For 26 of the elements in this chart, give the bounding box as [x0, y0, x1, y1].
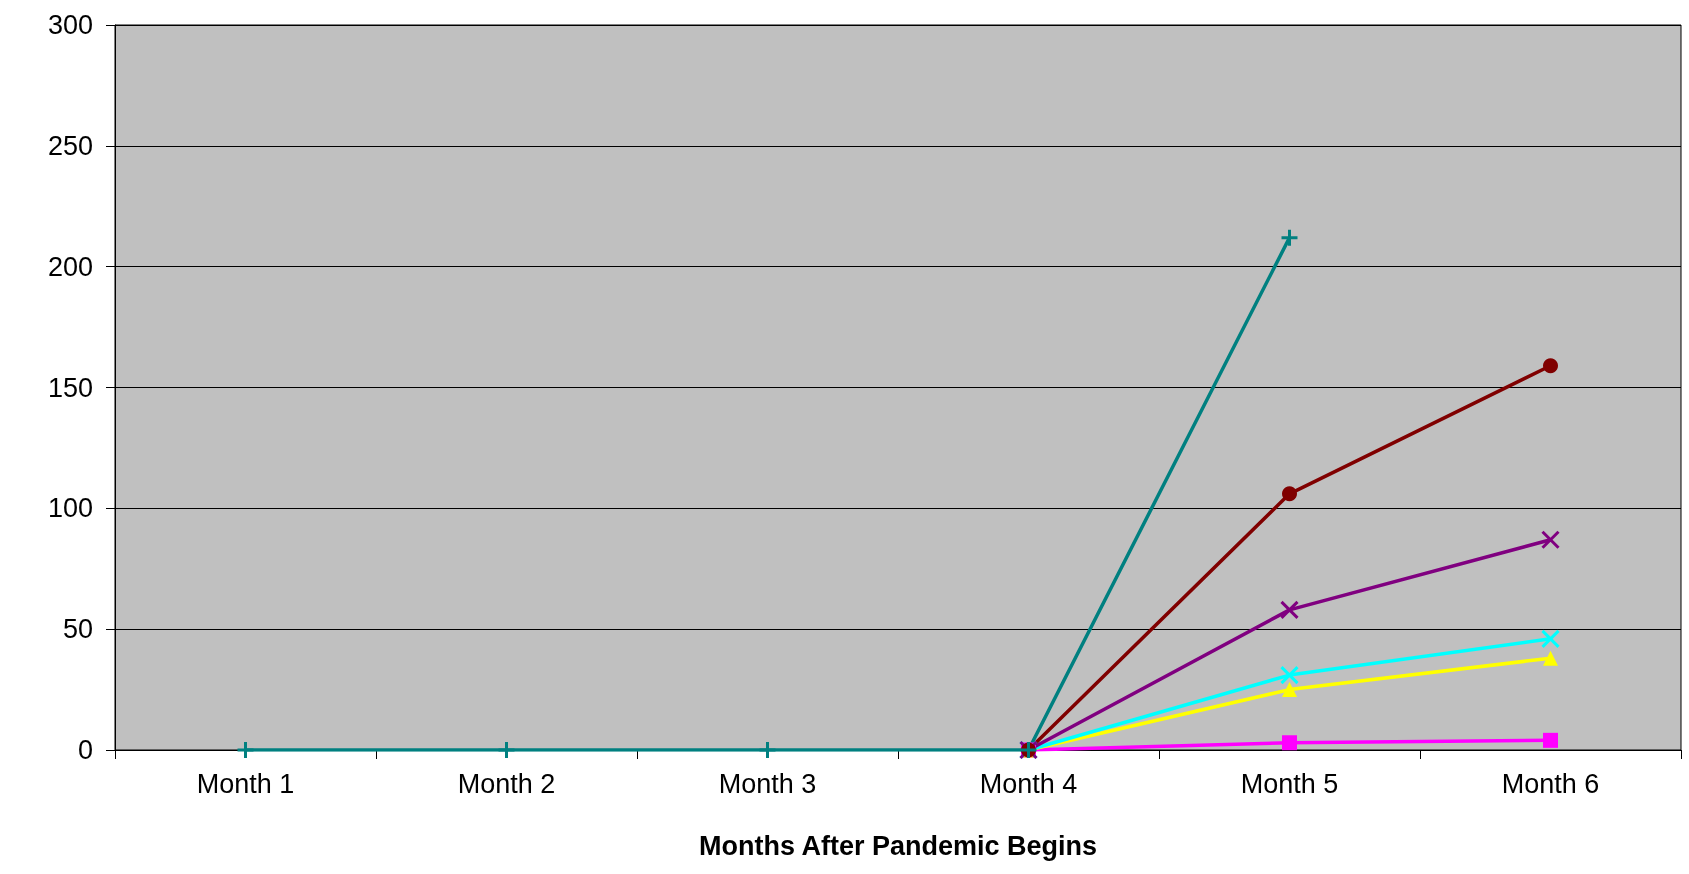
point: [1280, 228, 1299, 248]
x-tick-label: Month 2: [457, 768, 556, 799]
point: [1280, 665, 1299, 685]
y-tick-label: 150: [47, 372, 93, 403]
y-tick-label: 300: [47, 10, 93, 40]
y-tick-label: 50: [62, 614, 93, 645]
point: [236, 740, 255, 760]
x-tick-label: Month 3: [718, 768, 817, 799]
point: [1541, 530, 1560, 550]
x-tick-label: Month 5: [1240, 768, 1339, 799]
x-axis-title: Months After Pandemic Begins: [698, 830, 1098, 861]
point: [1543, 358, 1558, 374]
point: [1282, 486, 1297, 502]
point: [1280, 600, 1299, 620]
point: [1282, 735, 1297, 751]
x-tick-label: Month 4: [979, 768, 1078, 799]
y-tick-label: 250: [47, 130, 93, 161]
point: [758, 740, 777, 760]
y-tick-label: 200: [47, 251, 93, 282]
y-tick-label: 0: [77, 735, 93, 765]
x-tick-label: Month 6: [1501, 768, 1600, 799]
point: [1541, 629, 1560, 649]
point: [497, 740, 516, 760]
y-tick-label: 100: [47, 493, 93, 524]
x-tick-label: Month 1: [196, 768, 295, 799]
point: [1543, 732, 1558, 748]
